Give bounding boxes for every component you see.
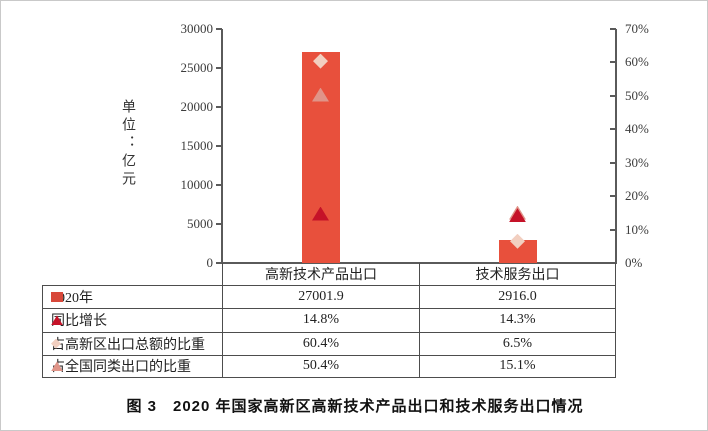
legend-label: 占高新区出口总额的比重 — [51, 337, 205, 353]
left-axis-tick — [216, 67, 222, 69]
figure-caption: 图 3 2020 年国家高新区高新技术产品出口和技术服务出口情况 — [126, 398, 584, 415]
legend-diamond-icon — [51, 338, 61, 349]
left-axis-tick-label: 0 — [206, 255, 214, 270]
category-header-2: 技术服务出口 — [419, 263, 616, 285]
value-cell: 50.4% — [222, 354, 419, 378]
right-axis-tick-label: 20% — [625, 188, 649, 204]
legend-cell-1: 2020年 — [42, 285, 222, 309]
right-axis-tick — [610, 128, 616, 131]
right-axis-tick-label: 0% — [625, 255, 643, 270]
left-axis-tick — [216, 262, 222, 264]
bar-技术服务出口 — [498, 240, 537, 263]
legend-cell-3: 占高新区出口总额的比重 — [42, 331, 222, 355]
right-axis-tick — [610, 228, 616, 231]
legend-label: 同比增长 — [51, 314, 107, 330]
left-axis-tick — [216, 223, 222, 225]
value-cell: 15.1% — [419, 354, 616, 378]
right-axis-tick — [610, 161, 616, 164]
left-axis-tick-label: 5000 — [187, 216, 213, 231]
bar-高新技术产品出口 — [301, 52, 340, 263]
legend-square-icon — [51, 292, 63, 303]
legend-cell-2: 同比增长 — [42, 308, 222, 332]
left-axis-unit-label: 单位：亿元 — [120, 99, 135, 189]
legend-triangle-icon — [51, 361, 63, 372]
right-axis-tick-label: 30% — [625, 154, 649, 170]
value-cell: 14.8% — [222, 308, 419, 332]
right-axis-tick-label: 70% — [625, 21, 649, 36]
value-cell: 27001.9 — [222, 285, 419, 309]
legend-cell-4: 占全国同类出口的比重 — [42, 354, 222, 378]
left-axis-tick — [216, 184, 222, 186]
category-header-1: 高新技术产品出口 — [222, 263, 419, 285]
right-axis-tick — [610, 195, 616, 198]
right-axis-tick-label: 40% — [625, 121, 649, 137]
left-axis-tick — [216, 28, 222, 30]
legend-triangle-icon — [51, 315, 63, 326]
legend-label: 占全国同类出口的比重 — [51, 360, 191, 376]
right-axis-tick-label: 50% — [625, 87, 649, 103]
value-cell: 2916.0 — [419, 285, 616, 309]
left-axis-tick-label: 15000 — [180, 138, 214, 153]
left-axis-tick — [216, 106, 222, 108]
right-axis-tick — [610, 28, 616, 30]
right-axis-tick-label: 10% — [625, 221, 649, 237]
value-cell: 14.3% — [419, 308, 616, 332]
right-axis-tick — [610, 61, 616, 64]
left-axis-line — [221, 29, 223, 264]
right-axis-line — [615, 29, 617, 264]
marker-diamond-高新技术产品出口 — [313, 53, 328, 69]
left-axis-tick — [216, 145, 222, 147]
right-axis-tick — [610, 262, 616, 264]
right-axis-tick — [610, 94, 616, 97]
value-cell: 60.4% — [222, 331, 419, 355]
marker-diamond-技术服务出口 — [510, 233, 525, 249]
value-cell: 6.5% — [419, 331, 616, 355]
left-axis-tick-label: 25000 — [180, 60, 214, 75]
left-axis-tick-label: 30000 — [180, 21, 214, 36]
left-axis-tick-label: 20000 — [180, 99, 214, 114]
left-axis-tick-label: 10000 — [180, 177, 214, 192]
right-axis-tick-label: 60% — [625, 54, 649, 70]
